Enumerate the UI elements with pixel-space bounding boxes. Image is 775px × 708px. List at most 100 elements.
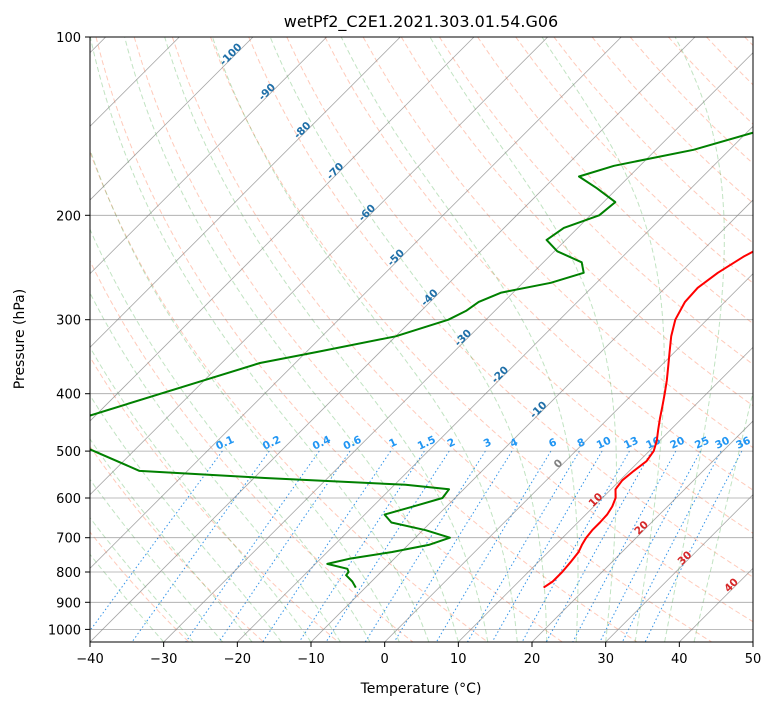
dry-adiabat — [90, 150, 488, 642]
mixing-ratio-label: 0.6 — [341, 434, 363, 453]
isotherm-line — [752, 641, 753, 642]
x-tick-label: 10 — [450, 652, 467, 667]
moist-adiabat — [90, 292, 341, 642]
mixing-ratio-label: 8 — [575, 436, 587, 450]
isotherm-line — [163, 52, 753, 642]
x-tick-label: 0 — [381, 652, 389, 667]
x-tick-label: 30 — [597, 652, 614, 667]
isotherm-label: -90 — [256, 81, 278, 103]
mixing-ratio-line — [572, 450, 677, 642]
dry-adiabat — [362, 37, 753, 449]
isotherm-line — [310, 199, 753, 642]
y-tick-label: 900 — [56, 596, 81, 611]
mixing-ratio-line — [467, 450, 580, 642]
isotherm-line — [384, 273, 753, 642]
mixing-ratio-line — [491, 450, 603, 642]
isotherm-label: -100 — [218, 41, 245, 68]
mixing-ratio-line — [131, 450, 270, 642]
dry-adiabat — [477, 37, 753, 325]
moist-adiabat — [90, 37, 430, 642]
isotherm-line — [90, 37, 401, 348]
dry-adiabat — [706, 37, 753, 86]
plot-frame — [89, 36, 754, 643]
dry-adiabat — [744, 37, 753, 47]
mixing-ratio-label: 1.5 — [416, 434, 438, 453]
dry-adiabat — [248, 37, 753, 578]
y-tick-label: 700 — [56, 532, 81, 547]
dry-adiabat — [553, 37, 753, 244]
isotherm-line — [679, 567, 753, 642]
mixing-ratio-label: 0.4 — [311, 434, 333, 453]
isotherm-line — [90, 37, 548, 496]
x-tick-label: −20 — [224, 652, 251, 667]
isotherm-label: -30 — [452, 327, 474, 349]
isotherm-label: -70 — [324, 160, 346, 182]
moist-adiabat — [211, 37, 518, 642]
dry-adiabat — [400, 37, 753, 407]
mixing-ratio-line — [644, 450, 743, 642]
chart-title: wetPf2_C2E1.2021.303.01.54.G06 — [284, 12, 558, 32]
isotherm-label: -60 — [356, 202, 378, 224]
y-tick-label: 1000 — [48, 623, 81, 638]
mixing-ratio-label: 20 — [668, 435, 686, 452]
dewpoint-line — [90, 131, 753, 589]
dry-adiabat — [90, 445, 264, 642]
mixing-ratio-line — [90, 450, 223, 632]
dry-adiabat — [324, 37, 753, 491]
isotherm-line — [237, 125, 753, 642]
moist-adiabat — [90, 478, 223, 642]
y-tick-label: 600 — [56, 492, 81, 507]
isotherm-label: 10 — [587, 491, 606, 510]
dry-adiabat — [95, 37, 563, 642]
isotherm-line — [90, 37, 254, 201]
mixing-ratio-label: 3 — [482, 436, 494, 450]
y-tick-label: 400 — [56, 388, 81, 403]
y-tick-label: 500 — [56, 445, 81, 460]
dry-adiabat — [286, 37, 753, 534]
dry-adiabat — [90, 356, 339, 642]
x-tick-label: −30 — [150, 652, 177, 667]
mixing-ratio-label: 1 — [387, 436, 399, 450]
y-tick-label: 300 — [56, 314, 81, 329]
x-tick-label: 20 — [524, 652, 541, 667]
mixing-ratio-line — [545, 450, 653, 642]
moist-adiabat — [693, 390, 753, 642]
mixing-ratio-line — [325, 450, 450, 642]
moist-adiabat — [340, 37, 579, 642]
isotherm-label: -10 — [528, 399, 550, 421]
temperature-line — [543, 250, 753, 589]
moist-adiabat — [90, 228, 371, 642]
x-tick-label: 40 — [671, 652, 688, 667]
isotherm-label: -80 — [292, 120, 314, 142]
isotherm-line — [90, 37, 475, 422]
isotherm-line — [531, 420, 753, 642]
mixing-ratio-line — [298, 450, 425, 642]
moist-adiabat — [269, 37, 548, 642]
x-tick-label: −10 — [297, 652, 324, 667]
isotherm-label: 40 — [722, 576, 741, 595]
dry-adiabat — [90, 259, 414, 642]
isotherm-line — [90, 37, 696, 642]
dry-adiabat — [515, 37, 753, 284]
x-tick-label: 50 — [745, 652, 762, 667]
moist-adiabat — [164, 37, 489, 642]
mixing-ratio-label: 4 — [508, 436, 520, 450]
isotherm-label: -50 — [385, 247, 407, 269]
y-tick-label: 200 — [56, 209, 81, 224]
mixing-ratio-label: 30 — [713, 435, 731, 452]
dry-adiabat — [171, 37, 712, 642]
moist-adiabat — [124, 37, 459, 642]
mixing-ratio-label: 2 — [446, 436, 458, 450]
x-tick-label: −40 — [76, 652, 103, 667]
background-lines — [90, 37, 753, 642]
mixing-ratio-label: 25 — [693, 435, 711, 452]
dry-adiabat — [90, 531, 190, 642]
isotherm-label: -20 — [489, 364, 511, 386]
mixing-ratio-line — [599, 450, 701, 642]
moist-adiabat — [90, 148, 400, 642]
isotherm-line — [458, 346, 753, 642]
x-axis-label: Temperature (°C) — [360, 681, 482, 697]
mixing-ratio-label: 36 — [734, 435, 752, 452]
moist-adiabat — [541, 37, 665, 642]
y-tick-label: 100 — [56, 31, 81, 46]
